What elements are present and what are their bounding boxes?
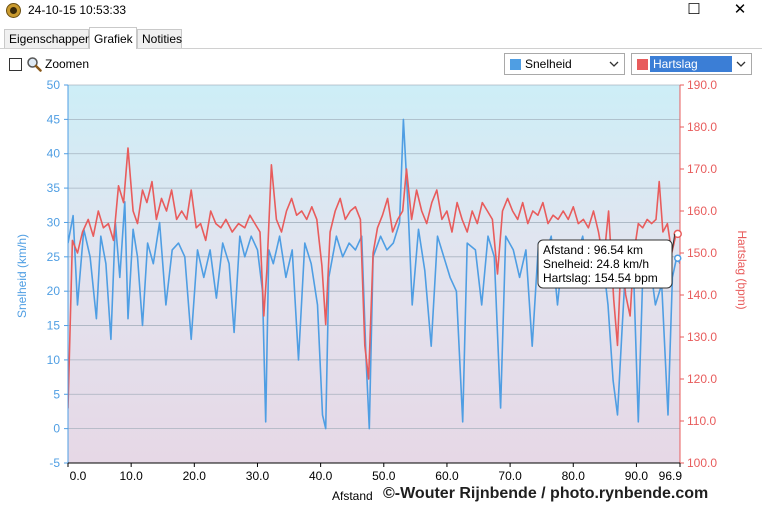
left-tick-label: 10 <box>47 353 61 367</box>
x-tick-label: 90.0 <box>625 469 649 483</box>
right-tick-label: 130.0 <box>687 330 717 344</box>
axes <box>67 85 681 464</box>
zoom-checkbox[interactable] <box>9 58 22 71</box>
right-tick-label: 140.0 <box>687 288 717 302</box>
right-tick-label: 170.0 <box>687 162 717 176</box>
left-tick-label: 30 <box>47 215 61 229</box>
x-tick-label: 20.0 <box>183 469 207 483</box>
left-tick-label: -5 <box>49 456 60 470</box>
x-tick-label: 50.0 <box>372 469 396 483</box>
left-tick-label: 50 <box>47 79 61 92</box>
left-tick-label: 35 <box>47 181 61 195</box>
left-series-label: Snelheid <box>525 57 572 71</box>
right-tick-label: 160.0 <box>687 204 717 218</box>
right-tick-label: 190.0 <box>687 79 717 92</box>
x-tick-label: 96.9 <box>659 469 683 483</box>
tooltip-pointer <box>671 233 676 253</box>
left-tick-label: 0 <box>53 422 60 436</box>
tooltip-box <box>537 239 673 289</box>
x-axis-label: Afstand <box>332 489 373 503</box>
chevron-down-icon <box>736 61 746 67</box>
tooltip-line-hartslag: Hartslag: 154.54 bpm <box>543 271 658 285</box>
copyright-watermark: ©-Wouter Rijnbende / photo.rynbende.com <box>383 485 709 502</box>
x-tick-label: 0.0 <box>70 469 87 483</box>
left-tick-label: 15 <box>47 319 61 333</box>
close-button[interactable]: ✕ <box>733 1 747 18</box>
magnifier-icon <box>27 57 42 72</box>
right-tick-label: 120.0 <box>687 372 717 386</box>
cursor-markers <box>671 229 682 262</box>
title-bar: 24-10-15 10:53:33 ☐ ✕ <box>0 0 762 22</box>
x-tick-label: 60.0 <box>435 469 459 483</box>
x-tick-label: 10.0 <box>119 469 143 483</box>
series-layer <box>68 118 680 430</box>
maximize-button[interactable]: ☐ <box>687 1 701 18</box>
x-tick-label: 30.0 <box>246 469 270 483</box>
window-title: 24-10-15 10:53:33 <box>28 3 127 17</box>
x-tick-label: 80.0 <box>562 469 586 483</box>
right-series-color-swatch <box>637 59 648 70</box>
hartslag-series-line <box>68 147 680 409</box>
right-axis-ticks: 190.0 180.0 170.0 160.0 150.0 140.0 130.0 120.0… <box>680 79 717 470</box>
tooltip-line-snelheid: Snelheid: 24.8 km/h <box>543 257 649 271</box>
tab-grafiek[interactable]: Grafiek <box>89 27 137 49</box>
zoom-label: Zoomen <box>45 57 90 71</box>
right-axis-label: Hartslag (bpm) <box>735 230 749 309</box>
left-tick-label: 20 <box>47 284 61 298</box>
x-axis-ticks: 0.0 10.0 20.0 30.0 40.0 50.0 60.0 70.0 80.0 90.0 9… <box>67 463 683 483</box>
snelheid-cursor-point <box>673 254 682 262</box>
left-axis-label: Snelheid (km/h) <box>15 234 29 318</box>
left-tick-label: 40 <box>47 147 61 161</box>
left-series-color-swatch <box>510 59 521 70</box>
left-tick-label: 25 <box>47 250 61 264</box>
data-tooltip: Afstand : 96.54 km Snelheid: 24.8 km/h H… <box>537 239 673 289</box>
left-tick-label: 45 <box>47 112 61 126</box>
chevron-down-icon <box>609 61 619 67</box>
left-tick-label: 5 <box>53 387 60 401</box>
right-tick-label: 110.0 <box>687 414 716 428</box>
tab-notities[interactable]: Notities <box>137 29 182 48</box>
tab-eigenschappen[interactable]: Eigenschappen <box>4 29 92 48</box>
x-tick-label: 40.0 <box>309 469 333 483</box>
right-tick-label: 100.0 <box>687 456 717 470</box>
tooltip-line-afstand: Afstand : 96.54 km <box>543 243 643 257</box>
right-series-label: Hartslag <box>650 56 732 72</box>
x-tick-label: 70.0 <box>498 469 522 483</box>
app-icon <box>6 3 21 18</box>
hartslag-cursor-point <box>673 229 682 239</box>
right-tick-label: 180.0 <box>687 120 717 134</box>
right-series-dropdown[interactable]: Hartslag <box>631 53 752 75</box>
left-series-dropdown[interactable]: Snelheid <box>504 53 625 75</box>
right-tick-label: 150.0 <box>687 246 717 260</box>
tab-strip-border <box>0 48 762 49</box>
